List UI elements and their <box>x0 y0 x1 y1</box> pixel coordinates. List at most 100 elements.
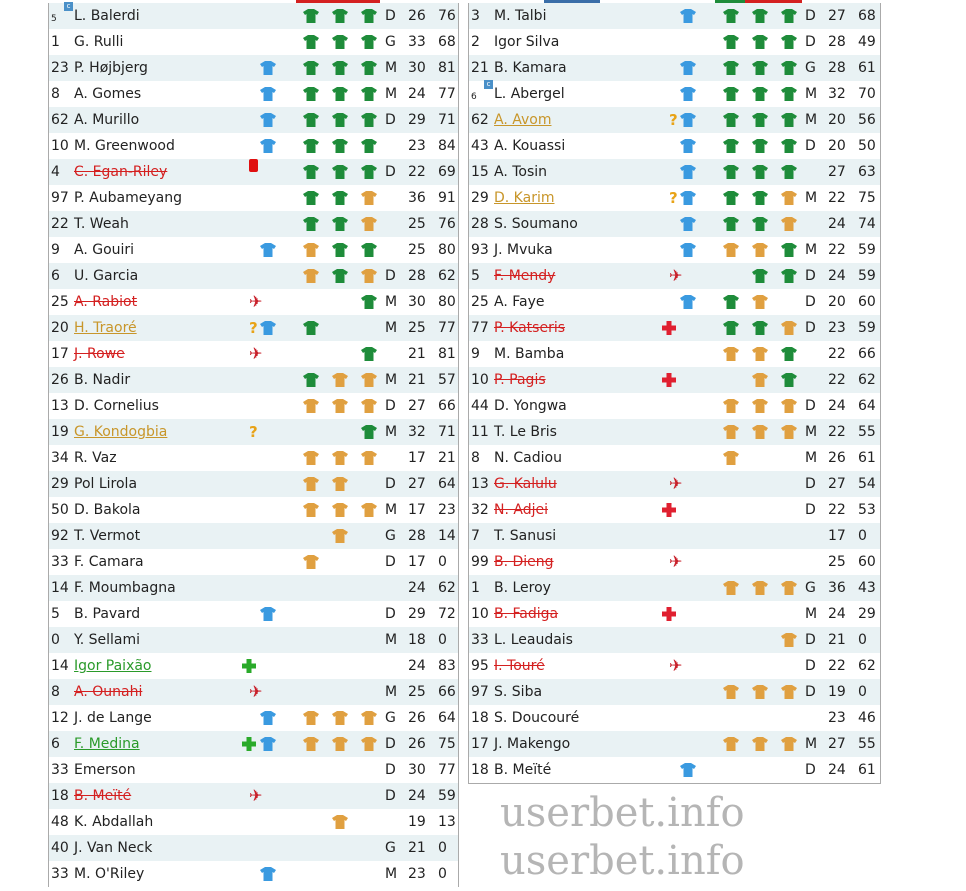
player-name: A. Faye <box>494 294 545 310</box>
player-name: P. Pagis <box>494 372 546 388</box>
player-name[interactable]: A. Avom <box>494 112 552 128</box>
rating: 0 <box>438 866 447 882</box>
player-row: 13 G. Kalulu ✈ D 27 54 <box>469 471 880 497</box>
player-name: J. Makengo <box>494 736 571 752</box>
plane-icon: ✈ <box>669 552 683 571</box>
player-name: D. Cornelius <box>74 398 159 414</box>
age: 28 <box>828 60 846 76</box>
shirt-number: 40 <box>51 840 69 856</box>
shirt-number: 0 <box>51 632 60 648</box>
rating: 60 <box>858 554 876 570</box>
position: D <box>805 398 816 414</box>
age: 26 <box>408 736 426 752</box>
age: 29 <box>408 112 426 128</box>
player-row: 29 D. Karim? M 22 75 <box>469 185 880 211</box>
player-name: Y. Sellami <box>74 632 141 648</box>
age: 21 <box>408 372 426 388</box>
shirt-number: 8 <box>51 86 60 102</box>
player-row: 48 K. Abdallah 19 13 <box>49 809 458 835</box>
age: 27 <box>828 164 846 180</box>
rating: 64 <box>438 476 456 492</box>
position: D <box>805 476 816 492</box>
player-row: 22 T. Weah 25 76 <box>49 211 458 237</box>
player-row: 2 Igor Silva D 28 49 <box>469 29 880 55</box>
player-name: B. Dieng <box>494 554 554 570</box>
player-row: 93 J. Mvuka M 22 59 <box>469 237 880 263</box>
age: 27 <box>408 476 426 492</box>
rating: 66 <box>858 346 876 362</box>
player-row: 95 I. Touré ✈ D 22 62 <box>469 653 880 679</box>
captain-badge-icon: c <box>64 2 73 11</box>
position: G <box>805 580 816 596</box>
shirt-number: 4 <box>51 164 60 180</box>
player-name: A. Kouassi <box>494 138 566 154</box>
player-name[interactable]: D. Karim <box>494 190 555 206</box>
player-name[interactable]: G. Kondogbia <box>74 424 168 440</box>
player-row: 14 Igor Paixão 24 83 <box>49 653 458 679</box>
shirt-number: 25 <box>51 294 69 310</box>
rating: 0 <box>858 684 867 700</box>
rating: 75 <box>858 190 876 206</box>
player-name: F. Mendy <box>494 268 556 284</box>
rating: 59 <box>438 788 456 804</box>
player-row: 97 P. Aubameyang 36 91 <box>49 185 458 211</box>
age: 24 <box>828 268 846 284</box>
player-name[interactable]: F. Medina <box>74 736 140 752</box>
player-row: 50 D. Bakola M 17 23 <box>49 497 458 523</box>
position: D <box>385 736 396 752</box>
player-name: R. Vaz <box>74 450 117 466</box>
position: M <box>385 86 398 102</box>
player-row: 29 Pol Lirola D 27 64 <box>49 471 458 497</box>
rating: 50 <box>858 138 876 154</box>
rating: 55 <box>858 736 876 752</box>
position: D <box>385 554 396 570</box>
position: D <box>805 658 816 674</box>
shirt-number: 6 <box>51 736 60 752</box>
age: 22 <box>828 424 846 440</box>
position: D <box>385 164 396 180</box>
rating: 68 <box>438 34 456 50</box>
age: 25 <box>408 320 426 336</box>
rating: 75 <box>438 736 456 752</box>
player-row: 18 B. Meïté D 24 61 <box>469 757 880 783</box>
rating: 91 <box>438 190 456 206</box>
rating: 76 <box>438 216 456 232</box>
home-squad-table: 5 c L. Balerdi D 26 76 1 G. Rulli G 33 68 23 P. Højb… <box>48 2 459 887</box>
rating: 72 <box>438 606 456 622</box>
shirt-number: 14 <box>51 580 69 596</box>
rating: 80 <box>438 294 456 310</box>
player-row: 10 B. Fadiga M 24 29 <box>469 601 880 627</box>
player-row: 6 F. Medina D 26 75 <box>49 731 458 757</box>
player-name: M. O'Riley <box>74 866 145 882</box>
player-row: 15 A. Tosin 27 63 <box>469 159 880 185</box>
rating: 61 <box>858 450 876 466</box>
age: 26 <box>408 710 426 726</box>
age: 22 <box>408 164 426 180</box>
question-icon: ? <box>669 189 678 207</box>
player-row: 28 S. Soumano 24 74 <box>469 211 880 237</box>
age: 27 <box>408 398 426 414</box>
rating: 59 <box>858 320 876 336</box>
age: 21 <box>408 346 426 362</box>
shirt-number: 6 <box>471 92 477 102</box>
age: 22 <box>828 346 846 362</box>
player-row: 9 M. Bamba 22 66 <box>469 341 880 367</box>
position: M <box>385 424 398 440</box>
rating: 81 <box>438 60 456 76</box>
position: D <box>385 398 396 414</box>
player-name: A. Tosin <box>494 164 548 180</box>
player-name: F. Moumbagna <box>74 580 176 596</box>
position: D <box>385 762 396 778</box>
position: D <box>805 268 816 284</box>
rating: 60 <box>858 294 876 310</box>
rating: 61 <box>858 60 876 76</box>
age: 24 <box>408 658 426 674</box>
player-name: B. Leroy <box>494 580 551 596</box>
player-name[interactable]: H. Traoré <box>74 320 137 336</box>
rating: 43 <box>858 580 876 596</box>
player-name[interactable]: Igor Paixão <box>74 658 152 674</box>
position: D <box>385 606 396 622</box>
shirt-number: 12 <box>51 710 69 726</box>
rating: 53 <box>858 502 876 518</box>
age: 17 <box>408 450 426 466</box>
